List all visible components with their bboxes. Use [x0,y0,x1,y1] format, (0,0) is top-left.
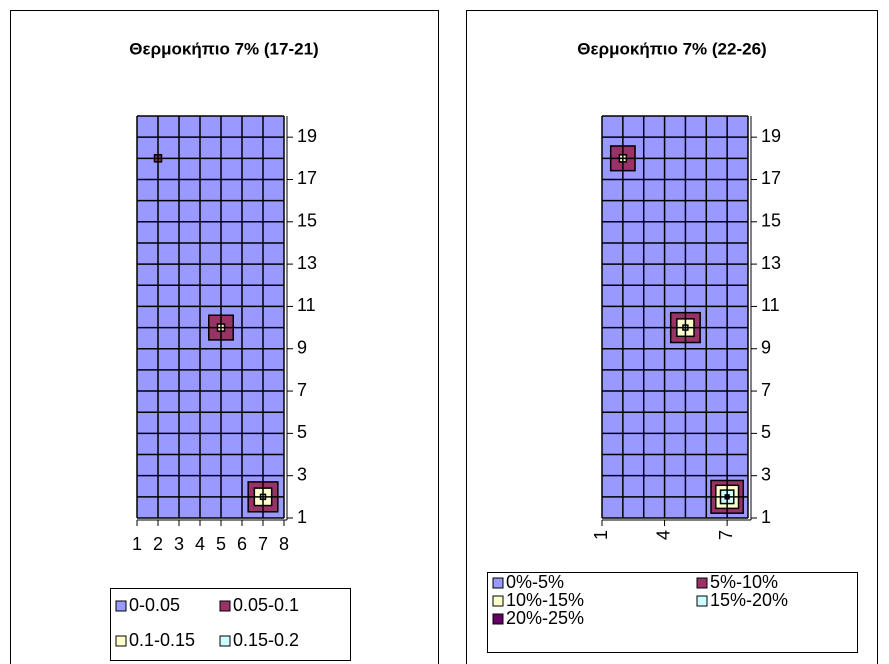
legend-label: 0-0.05 [129,595,180,615]
y-tick-label: 11 [761,295,780,315]
legend-swatch [696,577,708,589]
y-tick-label: 19 [297,126,317,146]
y-tick-label: 11 [297,295,316,315]
legend-swatch [115,635,127,647]
chart-title: Θερμοκήπιο 7% (22-26) [577,39,766,58]
legend-label: 0%-5% [506,572,564,592]
y-tick-label: 9 [297,337,307,357]
y-tick-label: 7 [297,380,307,400]
legend-swatch [492,595,504,607]
y-tick-label: 3 [297,464,307,484]
legend-swatch [219,600,231,612]
y-tick-label: 1 [761,507,771,527]
x-tick-label: 1 [132,534,142,554]
x-tick-label: 6 [237,534,247,554]
legend-swatch [115,600,127,612]
legend-box [487,572,858,653]
legend-label: 0.1-0.15 [129,630,195,650]
y-tick-label: 3 [761,464,771,484]
x-tick-label: 7 [258,534,268,554]
x-tick-label: 1 [591,530,611,540]
y-tick-label: 13 [297,253,317,273]
y-tick-label: 15 [761,211,781,231]
legend-label: 10%-15% [506,590,584,610]
legend-swatch [492,577,504,589]
y-tick-label: 17 [761,168,781,188]
chart-title: Θερμοκήπιο 7% (17-21) [129,39,318,58]
legend-label: 0.05-0.1 [233,595,299,615]
y-tick-label: 15 [297,211,317,231]
legend-swatch [219,635,231,647]
legend-label: 5%-10% [710,572,778,592]
legend-label: 20%-25% [506,608,584,628]
legend-swatch [492,613,504,625]
y-tick-label: 17 [297,168,317,188]
x-tick-label: 7 [716,530,736,540]
x-tick-label: 2 [153,534,163,554]
y-tick-label: 9 [761,337,771,357]
x-tick-label: 3 [174,534,184,554]
y-tick-label: 5 [297,422,307,442]
x-tick-label: 5 [216,534,226,554]
legend-label: 15%-20% [710,590,788,610]
y-tick-label: 19 [761,126,781,146]
y-tick-label: 7 [761,380,771,400]
x-tick-label: 4 [195,534,205,554]
legend-label: 0.15-0.2 [233,630,299,650]
y-tick-label: 13 [761,253,781,273]
y-tick-label: 1 [297,507,307,527]
y-tick-label: 5 [761,422,771,442]
x-tick-label: 4 [653,530,673,540]
x-tick-label: 8 [279,534,289,554]
legend-swatch [696,595,708,607]
